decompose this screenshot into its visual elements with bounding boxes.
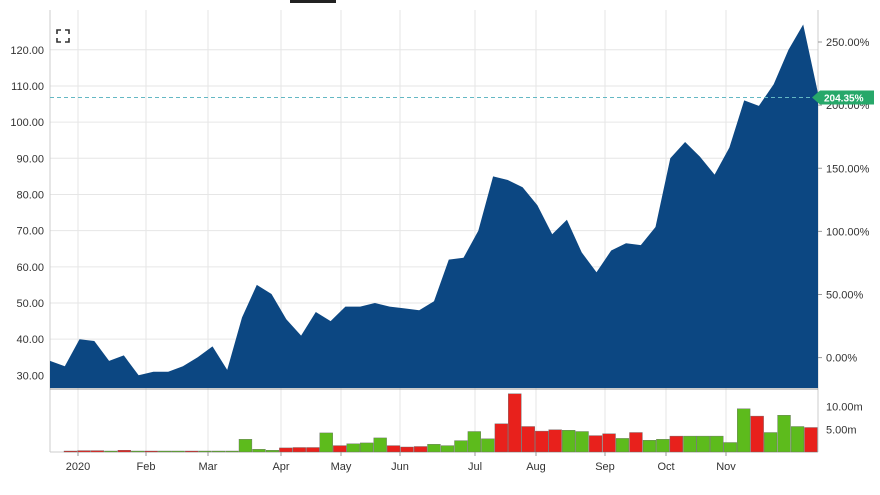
volume-bar	[494, 423, 508, 453]
volume-bar	[508, 393, 522, 453]
x-tick-label: Feb	[137, 461, 156, 473]
y-right-tick-label: 0.00%	[826, 353, 857, 365]
volume-bar	[723, 442, 737, 453]
y-tick-label: 50.00	[16, 298, 44, 310]
volume-bar	[104, 450, 118, 453]
volume-bar	[467, 431, 481, 453]
volume-bar	[400, 446, 414, 453]
volume-bar	[77, 450, 91, 453]
volume-bar	[225, 450, 239, 453]
x-tick-label: Apr	[272, 461, 289, 473]
volume-bar	[252, 449, 266, 453]
x-tick-label: Sep	[595, 461, 615, 473]
y-tick-label: 90.00	[16, 153, 44, 165]
x-tick-label: Oct	[657, 461, 674, 473]
volume-bar	[198, 450, 212, 453]
volume-bar	[588, 435, 603, 453]
volume-bar	[763, 432, 778, 453]
volume-bar	[737, 408, 751, 453]
volume-bar	[777, 415, 791, 453]
volume-bar	[750, 415, 764, 453]
volume-bar	[413, 446, 428, 453]
volume-bar	[238, 439, 253, 453]
y-right-tick-label: 250.00%	[826, 37, 870, 49]
x-tick-label: Nov	[716, 461, 736, 473]
expand-icon[interactable]	[55, 28, 71, 44]
y-right-tick-label: 50.00%	[826, 289, 864, 301]
volume-bar	[346, 443, 360, 453]
volume-bar	[306, 447, 320, 453]
volume-bar	[292, 447, 306, 453]
y-tick-label: 100.00	[10, 117, 44, 129]
volume-bars	[63, 393, 818, 453]
left-axis-labels: 30.00 40.00 50.00 60.00 70.00 80.00 90.00 100.0…	[10, 45, 44, 383]
volume-bar	[171, 450, 185, 453]
top-tab-marker	[290, 0, 336, 3]
y-tick-label: 40.00	[16, 334, 44, 346]
y-tick-label: 110.00	[11, 81, 44, 93]
volume-bar	[548, 429, 562, 453]
volume-axis-labels: 5.00m 10.00m	[826, 402, 863, 437]
y-tick-label: 30.00	[16, 370, 44, 382]
volume-bar	[373, 437, 387, 453]
volume-bar	[615, 438, 630, 453]
volume-tick-label: 10.00m	[826, 402, 863, 414]
volume-bar	[535, 430, 549, 453]
volume-bar	[440, 445, 455, 453]
volume-bar	[454, 440, 468, 453]
y-tick-label: 80.00	[16, 189, 44, 201]
x-axis-labels: 2020 Feb Mar Apr May Jun Jul Aug Sep Oct Nov	[66, 452, 736, 473]
volume-bar	[131, 450, 145, 453]
volume-bar	[790, 426, 805, 453]
volume-bar	[63, 450, 78, 453]
volume-bar	[117, 450, 132, 453]
x-tick-label: May	[331, 461, 352, 473]
volume-bar	[319, 432, 333, 453]
volume-bar	[333, 445, 347, 453]
x-tick-label: Mar	[199, 461, 218, 473]
volume-bar	[669, 435, 684, 453]
x-tick-label: Aug	[526, 461, 546, 473]
x-tick-label: 2020	[66, 461, 90, 473]
y-tick-label: 60.00	[16, 262, 44, 274]
volume-bar	[656, 439, 670, 453]
volume-bar	[386, 445, 401, 453]
volume-bar	[211, 450, 226, 453]
volume-bar	[521, 426, 535, 453]
y-tick-label: 70.00	[16, 226, 44, 238]
volume-bar	[427, 444, 441, 453]
volume-bar	[575, 431, 589, 453]
current-value-badge-bg	[812, 90, 874, 105]
x-tick-label: Jul	[468, 461, 482, 473]
current-value-label: 204.35%	[824, 94, 864, 105]
volume-bar	[683, 435, 697, 453]
volume-bar	[602, 433, 616, 453]
volume-bar	[696, 435, 710, 453]
y-tick-label: 120.00	[10, 45, 44, 57]
volume-bar	[642, 440, 657, 453]
volume-bar	[144, 450, 158, 453]
volume-bar	[481, 438, 495, 453]
volume-bar	[184, 450, 199, 453]
y-right-tick-label: 150.00%	[826, 163, 870, 175]
volume-bar	[90, 450, 105, 453]
volume-bar	[279, 447, 293, 453]
current-value-badge: 204.35%	[812, 90, 874, 105]
volume-bar	[360, 442, 374, 453]
volume-bar	[562, 430, 576, 453]
x-tick-label: Jun	[391, 461, 409, 473]
volume-tick-label: 5.00m	[826, 424, 857, 436]
volume-bar	[710, 435, 724, 453]
right-axis-labels: 0.00%50.00%100.00%150.00%200.00%250.00%	[818, 37, 870, 365]
price-area	[50, 24, 818, 388]
y-right-tick-label: 100.00%	[826, 226, 870, 238]
volume-bar	[804, 427, 818, 453]
volume-bar	[265, 450, 280, 453]
volume-bar	[158, 450, 172, 453]
volume-bar	[629, 432, 643, 453]
